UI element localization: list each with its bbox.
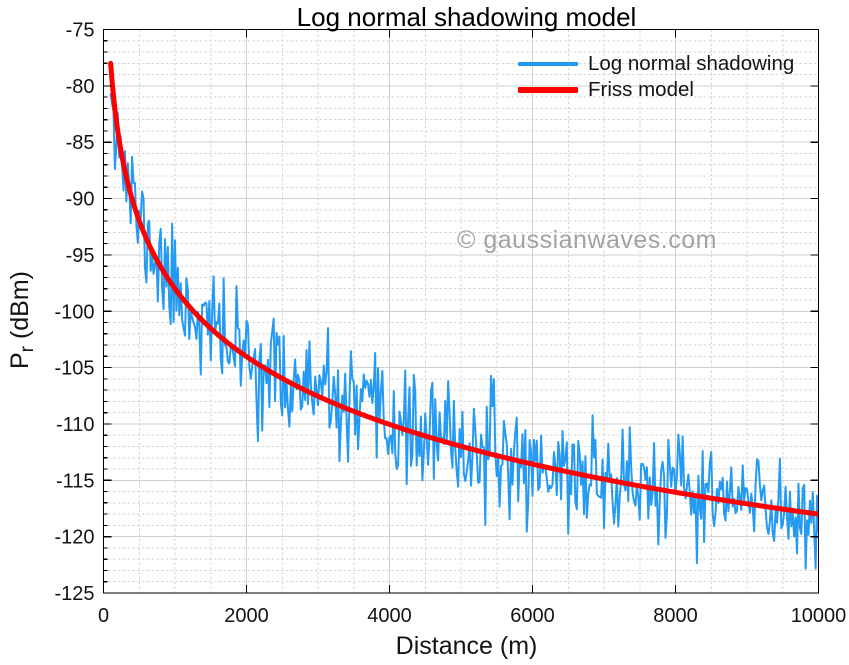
y-tick-label: -80 [66,76,95,98]
x-tick-label: 2000 [224,605,269,627]
x-axis-label: Distance (m) [395,632,538,660]
series-log-normal-shadowing [109,93,819,570]
series-friss-model [108,60,819,517]
major-grid [103,29,819,593]
x-tick-label: 10000 [791,605,847,627]
x-tick-label: 8000 [653,605,698,627]
x-tick-label: 0 [98,605,109,627]
y-tick-label: -100 [54,301,94,323]
plot-border [102,28,820,594]
y-tick-label: -115 [56,470,95,492]
legend-line-log-normal-shadowing [518,62,578,66]
legend-label-log-normal-shadowing: Log normal shadowing [588,52,795,75]
legend-line-friss-model [518,87,578,93]
y-axis-label: Pr (dBm) [6,271,38,369]
legend-label-friss-model: Friss model [588,78,694,101]
y-tick-label: -105 [54,358,94,380]
watermark: © gaussianwaves.com [457,226,717,254]
chart-title: Log normal shadowing model [296,2,637,32]
legend-item-friss-model: Friss model [518,77,794,103]
y-tick-label: -125 [54,583,94,605]
y-tick-label: -95 [66,245,95,267]
y-tick-label: -110 [56,414,95,436]
legend-item-log-normal-shadowing: Log normal shadowing [518,51,794,77]
y-tick-label: -75 [66,20,95,42]
y-tick-label: -90 [66,189,95,211]
x-tick-label: 4000 [367,605,412,627]
y-tick-label: -120 [54,527,94,549]
y-tick-labels: -125 -120 -115 -110 -105 -100 -95 -90 -85 -80 -75 [54,20,94,606]
y-tick-label: -85 [66,132,95,154]
x-tick-label: 6000 [510,605,555,627]
legend: Log normal shadowing Friss model [518,51,794,103]
x-tick-labels: 0 2000 4000 6000 8000 10000 [98,605,846,627]
